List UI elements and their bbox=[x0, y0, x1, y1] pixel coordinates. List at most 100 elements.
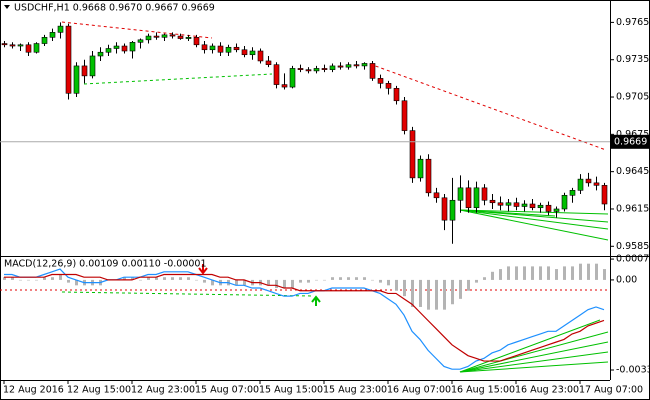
y-tick-label: 0.00077 bbox=[616, 254, 650, 265]
histogram-bar bbox=[595, 263, 598, 280]
candle-body bbox=[409, 130, 416, 179]
fan-line bbox=[459, 209, 609, 230]
candle-body bbox=[569, 190, 576, 196]
histogram-bar bbox=[467, 279, 470, 291]
candle-body bbox=[65, 25, 72, 94]
candle-body bbox=[545, 204, 552, 212]
candle-body bbox=[265, 60, 272, 65]
histogram-bar bbox=[139, 279, 142, 281]
histogram-bar bbox=[579, 263, 582, 280]
current-price-label: 0.9669 bbox=[614, 136, 647, 147]
candle-body bbox=[193, 37, 200, 46]
candle-body bbox=[233, 46, 240, 51]
candle-body bbox=[289, 68, 296, 88]
histogram-bar bbox=[331, 277, 334, 280]
candle-body bbox=[561, 194, 568, 210]
x-tick-label: 15 Aug 07:00 bbox=[195, 385, 259, 396]
candle-body bbox=[553, 208, 560, 212]
histogram-bar bbox=[427, 279, 430, 310]
candle-body bbox=[257, 50, 264, 62]
fan-line bbox=[459, 209, 556, 217]
candle-body bbox=[17, 44, 24, 47]
histogram-bar bbox=[179, 277, 182, 280]
y-tick-label: 0.9645 bbox=[616, 166, 649, 177]
histogram-bar bbox=[299, 279, 302, 283]
histogram-bar bbox=[75, 279, 78, 286]
candle-body bbox=[121, 45, 128, 52]
histogram-bar bbox=[451, 279, 454, 305]
candle-body bbox=[313, 68, 320, 72]
histogram-bar bbox=[419, 279, 422, 307]
trendline bbox=[83, 73, 273, 85]
fan-line bbox=[459, 209, 609, 241]
histogram-bar bbox=[267, 279, 270, 286]
histogram-bar bbox=[171, 277, 174, 280]
histogram-bar bbox=[243, 279, 246, 286]
buy-arrow bbox=[311, 295, 321, 306]
histogram-bar bbox=[523, 266, 526, 280]
histogram-bar bbox=[307, 279, 310, 283]
candle-body bbox=[241, 49, 248, 56]
candle-body bbox=[129, 41, 136, 52]
histogram-bar bbox=[275, 279, 278, 289]
x-tick-label: 17 Aug 07:00 bbox=[579, 385, 643, 396]
x-tick-label: 12 Aug 15:00 bbox=[67, 385, 131, 396]
histogram-bar bbox=[203, 279, 206, 283]
histogram-bar bbox=[211, 279, 214, 286]
histogram-bar bbox=[459, 279, 462, 299]
y-tick-label: 0.9765 bbox=[616, 17, 649, 28]
histogram-bar bbox=[515, 266, 518, 280]
x-tick-label: 15 Aug 23:00 bbox=[323, 385, 387, 396]
y-tick-label: 0.9735 bbox=[616, 54, 649, 65]
y-tick-label: 0.00 bbox=[616, 274, 637, 285]
candle-body bbox=[41, 37, 48, 44]
histogram-bar bbox=[531, 266, 534, 280]
x-tick-label: 12 Aug 23:00 bbox=[131, 385, 195, 396]
histogram-bar bbox=[3, 277, 6, 280]
histogram-bar bbox=[387, 279, 390, 286]
candle-body bbox=[201, 44, 208, 51]
histogram-bar bbox=[539, 266, 542, 280]
candle-body bbox=[601, 185, 608, 205]
histogram-bar bbox=[347, 277, 350, 280]
candle-body bbox=[417, 158, 424, 179]
histogram-bar bbox=[571, 266, 574, 280]
candle-body bbox=[25, 44, 32, 53]
macd-title: MACD(12,26,9) 0.00109 0.00110 -0.00001 bbox=[4, 259, 207, 270]
histogram-bar bbox=[395, 279, 398, 291]
candle-body bbox=[297, 68, 304, 70]
candle-body bbox=[33, 43, 40, 53]
histogram-bar bbox=[379, 279, 382, 283]
candle-body bbox=[89, 55, 96, 77]
macd-fan-line bbox=[459, 331, 609, 373]
candle-body bbox=[425, 158, 432, 194]
drawn-objects bbox=[0, 21, 609, 373]
histogram-bar bbox=[547, 266, 550, 280]
candle-body bbox=[281, 84, 288, 88]
candle-body bbox=[481, 187, 488, 201]
x-tick-label: 12 Aug 2016 bbox=[3, 385, 64, 396]
candle-body bbox=[137, 39, 144, 43]
candle-body bbox=[57, 25, 64, 33]
histogram-bar bbox=[51, 277, 54, 280]
menu-arrow[interactable] bbox=[4, 5, 10, 9]
candle-body bbox=[273, 64, 280, 85]
chart-title: USDCHF,H1 0.9668 0.9670 0.9667 0.9669 bbox=[14, 3, 215, 14]
candle-body bbox=[441, 197, 448, 221]
histogram-bar bbox=[563, 266, 566, 280]
candle-body bbox=[9, 44, 16, 47]
candle-body bbox=[465, 187, 472, 209]
candle-body bbox=[97, 51, 104, 57]
fan-line bbox=[459, 209, 609, 215]
x-tick-label: 16 Aug 07:00 bbox=[387, 385, 451, 396]
histogram-bar bbox=[283, 279, 286, 289]
candle-body bbox=[73, 65, 80, 94]
candle-body bbox=[329, 65, 336, 70]
candle-body bbox=[337, 65, 344, 68]
candle-body bbox=[393, 88, 400, 102]
candle-body bbox=[513, 202, 520, 207]
histogram-bar bbox=[123, 277, 126, 280]
histogram-bar bbox=[499, 269, 502, 280]
histogram-bar bbox=[195, 279, 198, 281]
histogram-bar bbox=[187, 277, 190, 280]
